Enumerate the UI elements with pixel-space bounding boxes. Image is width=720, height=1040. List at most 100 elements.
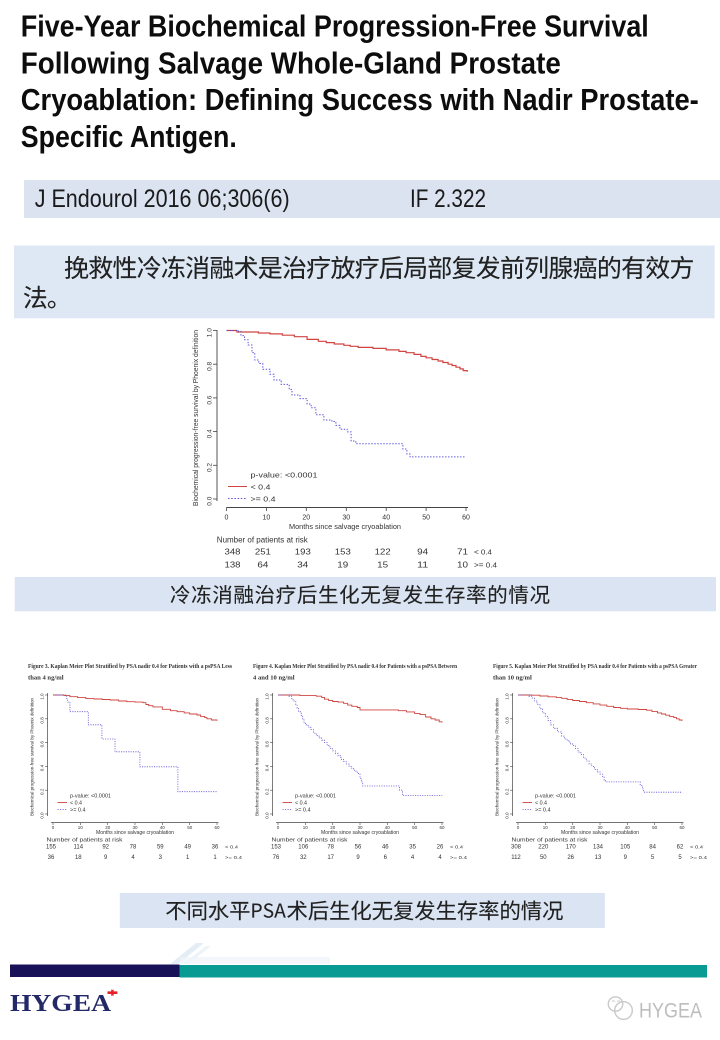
- svg-text:0.6: 0.6: [505, 741, 510, 748]
- svg-text:50: 50: [412, 825, 418, 830]
- svg-text:Months since salvage cryoablat: Months since salvage cryoablation: [321, 830, 399, 836]
- svg-text:46: 46: [382, 845, 389, 851]
- svg-text:Biochemical progression-free s: Biochemical progression-free survival by…: [191, 330, 200, 506]
- svg-text:10: 10: [263, 515, 271, 522]
- svg-text:Biochemical progression-free s: Biochemical progression-free survival by…: [30, 698, 36, 816]
- svg-text:17: 17: [327, 855, 334, 861]
- svg-text:0.2: 0.2: [207, 463, 214, 472]
- svg-text:10: 10: [543, 825, 549, 830]
- svg-text:193: 193: [295, 548, 312, 557]
- svg-text:251: 251: [255, 548, 272, 557]
- svg-text:348: 348: [225, 548, 242, 557]
- svg-text:122: 122: [375, 548, 392, 557]
- svg-text:Biochemical progression-free s: Biochemical progression-free survival by…: [255, 698, 261, 816]
- svg-text:0.4: 0.4: [207, 429, 214, 438]
- svg-text:0.8: 0.8: [207, 362, 214, 371]
- svg-text:< 0.4: < 0.4: [474, 550, 492, 557]
- svg-text:>= 0.4: >= 0.4: [474, 563, 497, 570]
- svg-text:50: 50: [187, 825, 193, 830]
- svg-text:170: 170: [566, 845, 577, 851]
- svg-text:78: 78: [130, 845, 137, 851]
- svg-text:40: 40: [382, 515, 390, 522]
- svg-text:50: 50: [422, 515, 430, 522]
- svg-text:Number of patients at risk: Number of patients at risk: [512, 838, 589, 844]
- svg-text:59: 59: [157, 845, 164, 851]
- svg-text:50: 50: [540, 855, 547, 861]
- svg-text:64: 64: [257, 561, 269, 570]
- svg-text:1.0: 1.0: [265, 693, 270, 700]
- svg-text:0.8: 0.8: [265, 717, 270, 724]
- svg-text:0.8: 0.8: [40, 717, 45, 724]
- svg-text:1.0: 1.0: [207, 328, 214, 337]
- svg-text:30: 30: [357, 825, 363, 830]
- svg-text:15: 15: [377, 561, 389, 570]
- svg-text:>= 0.4: >= 0.4: [225, 855, 243, 860]
- svg-text:< 0.4: < 0.4: [295, 801, 307, 807]
- svg-text:138: 138: [225, 561, 242, 570]
- svg-text:Number of patients at risk: Number of patients at risk: [217, 536, 309, 545]
- svg-text:< 0.4: < 0.4: [690, 845, 704, 850]
- svg-text:IF 2.322: IF 2.322: [410, 185, 486, 213]
- svg-text:Figure 3. Kaplan Meier Plot St: Figure 3. Kaplan Meier Plot Stratified b…: [28, 663, 232, 670]
- svg-text:20: 20: [105, 825, 111, 830]
- svg-text:5: 5: [678, 855, 682, 861]
- svg-text:30: 30: [132, 825, 138, 830]
- svg-text:p-value: <0.0001: p-value: <0.0001: [70, 794, 111, 800]
- svg-text:0.6: 0.6: [207, 395, 214, 404]
- svg-text:6: 6: [384, 855, 388, 861]
- svg-text:>= 0.4: >= 0.4: [251, 495, 276, 504]
- svg-text:308: 308: [511, 845, 522, 851]
- svg-text:36: 36: [48, 855, 55, 861]
- svg-text:Number of patients at risk: Number of patients at risk: [47, 838, 124, 844]
- svg-text:84: 84: [649, 845, 656, 851]
- svg-text:>= 0.4: >= 0.4: [690, 855, 708, 860]
- svg-text:92: 92: [102, 845, 109, 851]
- svg-text:49: 49: [184, 845, 191, 851]
- svg-text:0: 0: [517, 825, 520, 830]
- svg-text:0: 0: [225, 515, 229, 522]
- svg-text:26: 26: [437, 845, 444, 851]
- svg-text:< 0.4: < 0.4: [70, 801, 82, 807]
- svg-text:1: 1: [186, 855, 190, 861]
- svg-text:0.0: 0.0: [40, 812, 45, 819]
- svg-text:Number of patients at risk: Number of patients at risk: [272, 838, 349, 844]
- svg-text:1: 1: [213, 855, 217, 861]
- svg-text:than 10 ng/ml: than 10 ng/ml: [493, 675, 532, 682]
- svg-text:1.0: 1.0: [40, 693, 45, 700]
- svg-text:40: 40: [625, 825, 631, 830]
- svg-text:10: 10: [78, 825, 84, 830]
- svg-text:9: 9: [356, 855, 360, 861]
- svg-text:76: 76: [273, 855, 280, 861]
- svg-text:60: 60: [462, 515, 470, 522]
- svg-text:220: 220: [538, 845, 549, 851]
- svg-text:HYGEA: HYGEA: [639, 1000, 702, 1023]
- svg-text:p-value: <0.0001: p-value: <0.0001: [535, 794, 576, 800]
- svg-text:155: 155: [46, 845, 57, 851]
- svg-text:0.6: 0.6: [265, 741, 270, 748]
- svg-text:13: 13: [595, 855, 602, 861]
- svg-text:>= 0.4: >= 0.4: [535, 808, 551, 814]
- svg-text:26: 26: [567, 855, 574, 861]
- svg-text:56: 56: [355, 845, 362, 851]
- svg-text:0.6: 0.6: [40, 741, 45, 748]
- svg-text:>= 0.4: >= 0.4: [70, 808, 86, 814]
- svg-text:1.0: 1.0: [505, 693, 510, 700]
- svg-text:9: 9: [624, 855, 628, 861]
- svg-text:60: 60: [439, 825, 445, 830]
- svg-text:19: 19: [337, 561, 349, 570]
- svg-text:36: 36: [212, 845, 219, 851]
- svg-text:< 0.4: < 0.4: [450, 845, 464, 850]
- svg-text:3: 3: [159, 855, 163, 861]
- svg-text:18: 18: [75, 855, 82, 861]
- svg-text:Months since salvage cryoablat: Months since salvage cryoablation: [96, 830, 174, 836]
- svg-text:than 4 ng/ml: than 4 ng/ml: [28, 675, 64, 682]
- svg-text:60: 60: [679, 825, 685, 830]
- svg-text:4 and 10 ng/ml: 4 and 10 ng/ml: [253, 675, 295, 682]
- svg-text:112: 112: [511, 855, 521, 861]
- svg-text:62: 62: [677, 845, 684, 851]
- svg-text:Following Salvage Whole-Gland: Following Salvage Whole-Gland Prostate: [21, 46, 561, 80]
- svg-text:p-value: <0.0001: p-value: <0.0001: [295, 794, 336, 800]
- svg-text:50: 50: [652, 825, 658, 830]
- svg-text:9: 9: [104, 855, 108, 861]
- svg-text:20: 20: [302, 515, 310, 522]
